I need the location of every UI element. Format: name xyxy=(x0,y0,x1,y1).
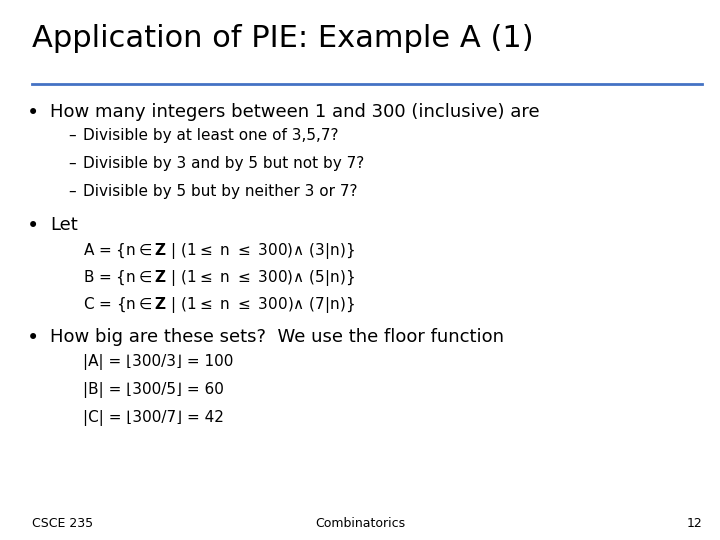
Text: |C| = ⌊300/7⌋ = 42: |C| = ⌊300/7⌋ = 42 xyxy=(83,410,224,426)
Text: |B| = ⌊300/5⌋ = 60: |B| = ⌊300/5⌋ = 60 xyxy=(83,382,224,398)
Text: Divisible by 5 but by neither 3 or 7?: Divisible by 5 but by neither 3 or 7? xyxy=(83,184,357,199)
Text: B = {n$\in\mathbf{Z}$ | (1$\leq$ n $\leq$ 300)$\wedge$ (5|n)}: B = {n$\in\mathbf{Z}$ | (1$\leq$ n $\leq… xyxy=(83,268,355,288)
Text: A = {n$\in\mathbf{Z}$ | (1$\leq$ n $\leq$ 300)$\wedge$ (3|n)}: A = {n$\in\mathbf{Z}$ | (1$\leq$ n $\leq… xyxy=(83,241,355,261)
Text: •: • xyxy=(27,216,40,236)
Text: How big are these sets?  We use the floor function: How big are these sets? We use the floor… xyxy=(50,328,505,346)
Text: 12: 12 xyxy=(686,517,702,530)
Text: How many integers between 1 and 300 (inclusive) are: How many integers between 1 and 300 (inc… xyxy=(50,103,540,120)
Text: Combinatorics: Combinatorics xyxy=(315,517,405,530)
Text: –: – xyxy=(68,156,76,171)
Text: Application of PIE: Example A (1): Application of PIE: Example A (1) xyxy=(32,24,534,53)
Text: Let: Let xyxy=(50,216,78,234)
Text: –: – xyxy=(68,184,76,199)
Text: –: – xyxy=(68,128,76,143)
Text: C = {n$\in\mathbf{Z}$ | (1$\leq$ n $\leq$ 300)$\wedge$ (7|n)}: C = {n$\in\mathbf{Z}$ | (1$\leq$ n $\leq… xyxy=(83,295,355,315)
Text: CSCE 235: CSCE 235 xyxy=(32,517,94,530)
Text: Divisible by at least one of 3,5,7?: Divisible by at least one of 3,5,7? xyxy=(83,128,338,143)
Text: Divisible by 3 and by 5 but not by 7?: Divisible by 3 and by 5 but not by 7? xyxy=(83,156,364,171)
Text: •: • xyxy=(27,103,40,123)
Text: |A| = ⌊300/3⌋ = 100: |A| = ⌊300/3⌋ = 100 xyxy=(83,354,233,370)
Text: •: • xyxy=(27,328,40,348)
